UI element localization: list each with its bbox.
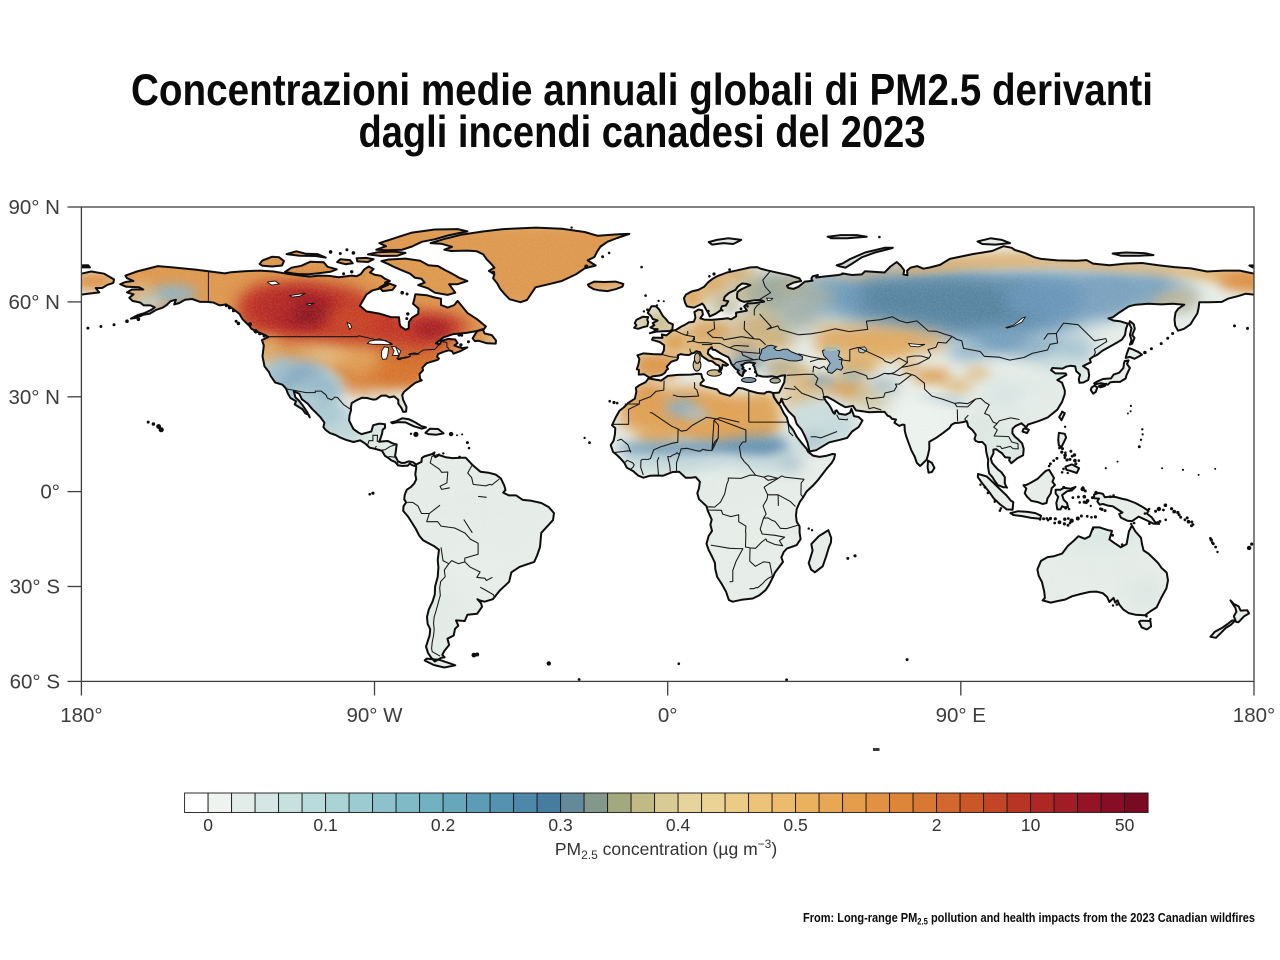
svg-text:60° S: 60° S bbox=[10, 670, 60, 693]
svg-text:dagli incendi canadesi del 202: dagli incendi canadesi del 2023 bbox=[359, 108, 926, 157]
svg-text:From: Long-range PM2.5 polluti: From: Long-range PM2.5 pollution and hea… bbox=[803, 910, 1255, 927]
svg-text:0.3: 0.3 bbox=[548, 815, 572, 835]
svg-text:90° N: 90° N bbox=[8, 196, 60, 219]
svg-text:30° S: 30° S bbox=[10, 576, 60, 599]
svg-text:10: 10 bbox=[1021, 815, 1041, 835]
svg-text:90° E: 90° E bbox=[936, 704, 986, 727]
svg-text:90° W: 90° W bbox=[346, 704, 403, 727]
svg-text:0°: 0° bbox=[40, 481, 60, 504]
svg-text:2: 2 bbox=[932, 815, 942, 835]
svg-text:Concentrazioni medie annuali g: Concentrazioni medie annuali globali di … bbox=[131, 66, 1153, 115]
svg-text:50: 50 bbox=[1115, 815, 1135, 835]
svg-text:0°: 0° bbox=[658, 704, 678, 727]
svg-text:0.2: 0.2 bbox=[431, 815, 455, 835]
svg-text:180°: 180° bbox=[60, 704, 102, 727]
svg-text:0.5: 0.5 bbox=[783, 815, 807, 835]
svg-text:0.4: 0.4 bbox=[666, 815, 691, 835]
svg-text:0.1: 0.1 bbox=[313, 815, 337, 835]
svg-text:60° N: 60° N bbox=[8, 291, 60, 314]
svg-text:30° N: 30° N bbox=[8, 386, 60, 409]
svg-text:180°: 180° bbox=[1233, 704, 1275, 727]
svg-text:0: 0 bbox=[203, 815, 213, 835]
